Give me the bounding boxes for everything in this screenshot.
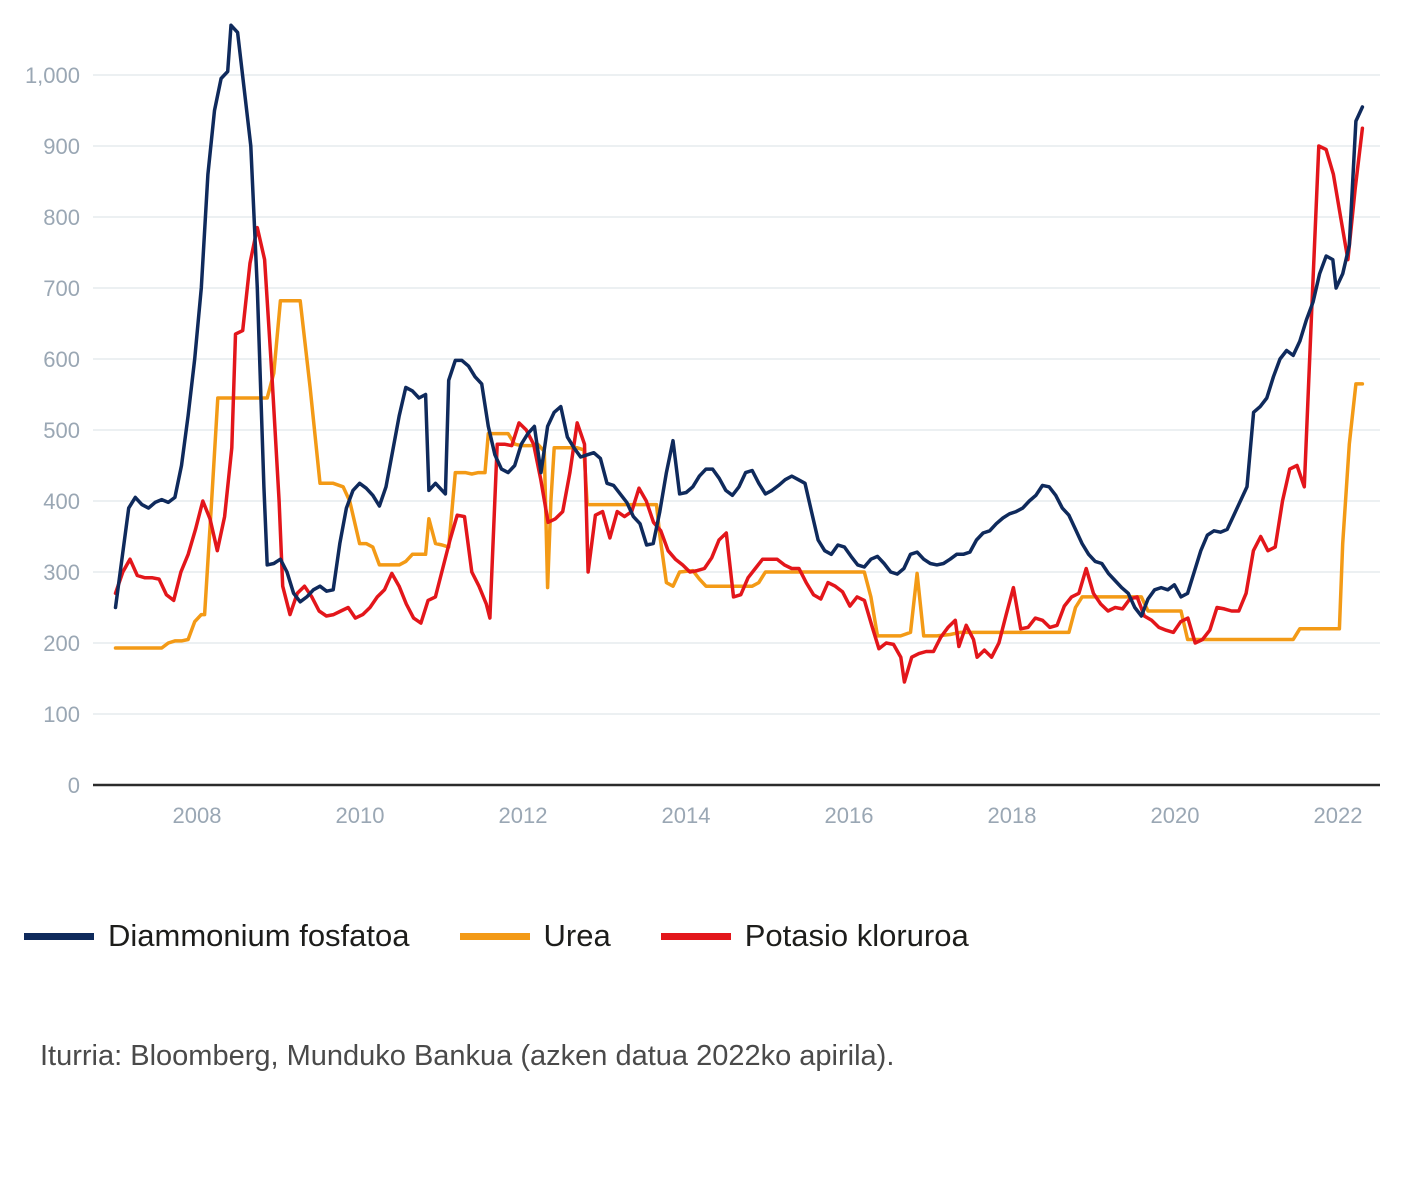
y-tick-label: 0: [68, 773, 80, 798]
legend-item-potasio: Potasio kloruroa: [660, 918, 969, 954]
source-note: Iturria: Bloomberg, Munduko Bankua (azke…: [40, 1040, 895, 1072]
x-tick-label: 2012: [499, 803, 548, 828]
legend-item-diammonium: Diammonium fosfatoa: [24, 918, 410, 954]
y-tick-label: 700: [43, 276, 80, 301]
y-tick-label: 100: [43, 702, 80, 727]
legend-swatch-potasio: [660, 932, 731, 940]
y-axis-ticks: 0 100 200 300 400 500 600 700 800 900 1,000: [25, 63, 80, 798]
legend-label-urea: Urea: [543, 918, 611, 953]
y-tick-label: 900: [43, 134, 80, 159]
y-tick-label: 200: [43, 631, 80, 656]
x-tick-label: 2014: [662, 803, 711, 828]
series-line-2: [113, 126, 1365, 684]
legend: Diammonium fosfatoa Urea Potasio kloruro…: [24, 918, 1019, 954]
legend-swatch-diammonium: [24, 932, 94, 940]
x-axis-ticks: 2008 2010 2012 2014 2016 2018 2020 2022: [173, 803, 1363, 828]
x-tick-label: 2022: [1314, 803, 1363, 828]
y-tick-label: 800: [43, 205, 80, 230]
x-tick-label: 2020: [1151, 803, 1200, 828]
y-tick-label: 600: [43, 347, 80, 372]
y-tick-label: 300: [43, 560, 80, 585]
y-tick-label: 1,000: [25, 63, 80, 88]
x-tick-label: 2008: [173, 803, 222, 828]
legend-item-urea: Urea: [459, 918, 611, 954]
series-line-0: [113, 23, 1365, 618]
legend-label-potasio: Potasio kloruroa: [744, 918, 969, 953]
series-lines: [113, 23, 1365, 684]
x-tick-label: 2018: [988, 803, 1037, 828]
x-tick-label: 2010: [336, 803, 385, 828]
x-tick-label: 2016: [825, 803, 874, 828]
y-tick-label: 400: [43, 489, 80, 514]
y-tick-label: 500: [43, 418, 80, 443]
legend-swatch-urea: [459, 932, 530, 940]
legend-label-diammonium: Diammonium fosfatoa: [108, 918, 410, 953]
